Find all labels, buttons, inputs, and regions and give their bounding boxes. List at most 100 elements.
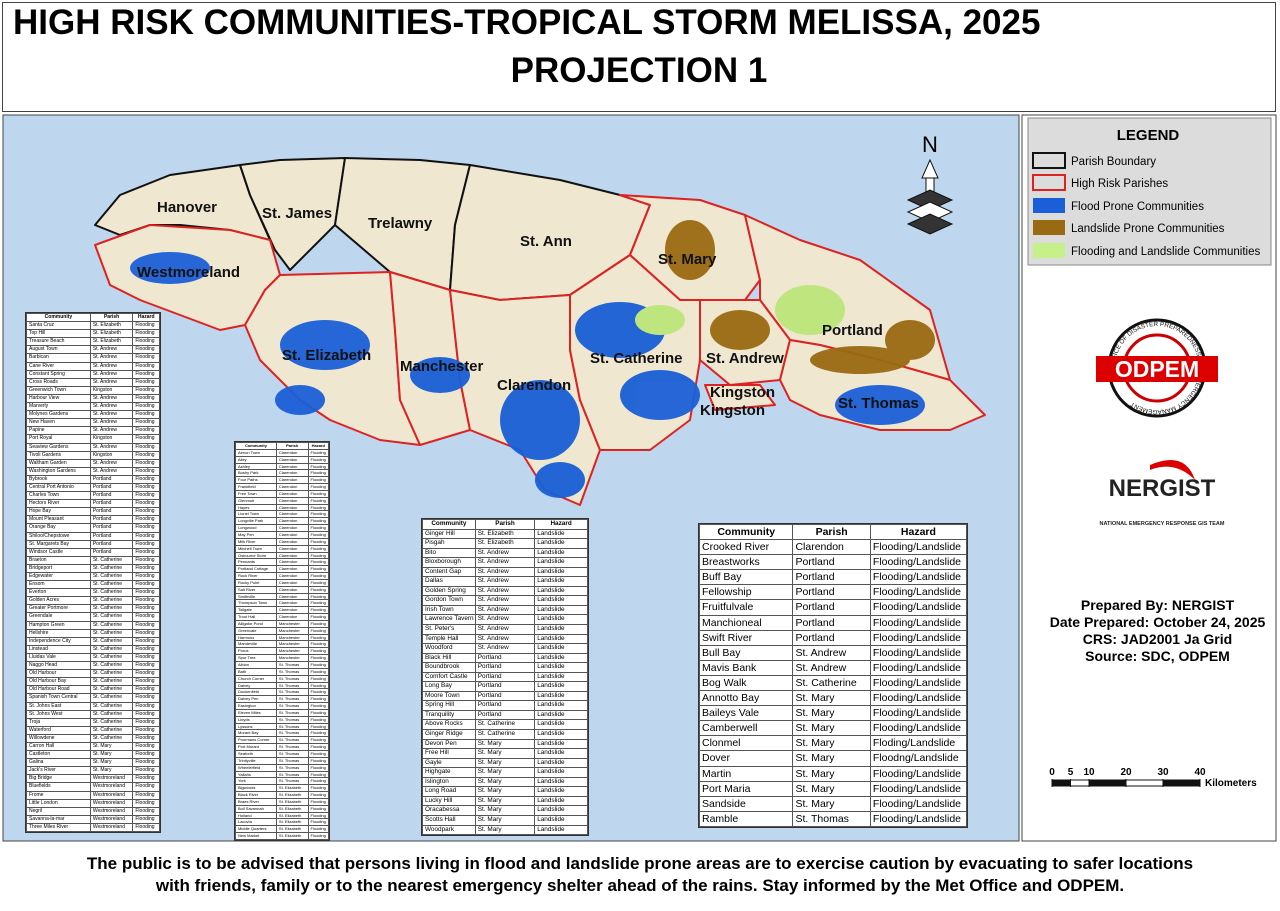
cell: Clarendon (275, 592, 309, 601)
cell: St. Elizabeth (275, 797, 309, 806)
cell: Flooding (307, 825, 330, 834)
row: Aenon Town Clarendon Flooding (235, 448, 330, 457)
row: Black River St. Elizabeth Flooding (235, 791, 330, 799)
cell: Spring Hill (422, 700, 476, 711)
row: Martin St. Mary Flooding/Landslide (698, 765, 968, 782)
cell: St. Andrew (89, 393, 134, 404)
cell: St. Catherine (89, 693, 134, 703)
cell: Flooding (307, 797, 330, 806)
header-row: Community Parish Hazard (422, 519, 588, 530)
cell: Oracabessa (422, 805, 476, 816)
cell: Greater Portmore (26, 604, 91, 614)
cell: St. Thomas (275, 661, 309, 669)
cell: Milk River (235, 537, 277, 546)
cell: Wheelerfield (235, 763, 277, 772)
cell: Flooding (307, 483, 330, 491)
table: Community Parish Hazard Crooked River Claren… (698, 523, 968, 827)
cell: Gayle (422, 757, 476, 769)
cell: Flooding (307, 496, 330, 505)
legend-title: LEGEND (1117, 127, 1180, 144)
community-table: Community Parish Hazard Crooked River Claren… (698, 523, 968, 828)
row: Mandeville Manchester Flooding (235, 640, 330, 649)
row: Mitchell Town Clarendon Flooding (235, 544, 330, 553)
cell: Portland (792, 629, 871, 646)
cell: Trout Hall (235, 613, 277, 621)
cell: St. Thomas (792, 810, 871, 827)
cell: Irish Town (422, 604, 476, 616)
prepared-by: Prepared By: NERGIST (1080, 597, 1235, 613)
cell: St. Andrew (89, 426, 134, 436)
cell: Portland (474, 700, 536, 711)
row: Eleven Miles St. Thomas Flooding (235, 708, 330, 717)
cell: Portland (474, 709, 536, 721)
cell: St. Mary (89, 741, 134, 752)
odpem-logo: OFFICE OF DISASTER PREPAREDNESS AND EMER… (1096, 318, 1218, 418)
cell: St. Thomas (275, 708, 309, 717)
row: Free Hill St. Mary Landslide (422, 748, 588, 759)
row: August Town St. Andrew Flooding (26, 345, 160, 355)
row: Islington St. Mary Landslide (422, 776, 588, 788)
row: Ramble St. Thomas Flooding/Landslide (698, 810, 968, 827)
cell: St. Catherine (474, 729, 536, 740)
cell: Floodng/Landslide (869, 750, 968, 767)
row: Woodford St. Andrew Landslide (422, 643, 588, 654)
cell: Linstead (26, 644, 91, 654)
community-table: Community Parish Hazard Aenon Town Clarendon… (234, 441, 330, 841)
cell: Flooding/Landslide (869, 705, 968, 722)
row: Black Hill Portland Landslide (422, 652, 588, 664)
cell: Flooding (132, 620, 160, 630)
community-table: Community Parish Hazard Santa Cruz St. Eliza… (25, 312, 161, 833)
cell: St. Elizabeth (89, 321, 134, 331)
cell: Clarendon (275, 572, 309, 580)
header-cell: Hazard (307, 442, 330, 450)
row: Baileys Vale St. Mary Flooding/Landslide (698, 705, 968, 722)
cell: Flooding/Landslide (869, 780, 968, 797)
cell: Clarendon (275, 613, 309, 621)
row: Fellowship Portland Flooding/Landslide (698, 584, 968, 601)
cell: Landslide (534, 662, 588, 673)
cell: St. Mary (792, 705, 871, 722)
cell: St. Thomas (275, 729, 309, 738)
cell: Swift River (698, 629, 794, 646)
cell: Flooding (132, 539, 160, 549)
cell: Clarendon (792, 539, 871, 556)
cell: Landslide (534, 595, 588, 606)
cell: Fruitfulvale (698, 599, 794, 616)
cell: Flooding (132, 393, 160, 404)
row: Greater Portmore St. Catherine Flooding (26, 604, 160, 614)
cell: Landslide (534, 786, 588, 797)
legend-swatch (1033, 220, 1065, 235)
legend-label: High Risk Parishes (1071, 178, 1168, 190)
cell: Portland (89, 507, 134, 517)
cell: Tranquility (422, 709, 476, 721)
cell: Clarendon (275, 551, 309, 560)
cell: Flooding (132, 482, 160, 493)
cell: York (235, 777, 277, 786)
row: Trinityville St. Thomas Flooding (235, 756, 330, 765)
row: Clonmel St. Mary Floding/Landslide (698, 735, 968, 752)
header-cell: Hazard (869, 523, 968, 541)
cell: Flooding (132, 337, 160, 347)
cell: St. Catherine (89, 669, 134, 679)
cell: Flooding (307, 633, 330, 642)
cell: Clarendon (275, 530, 309, 539)
cell: Flooding (307, 448, 330, 457)
row: Gayle St. Mary Landslide (422, 757, 588, 769)
row: Morant Bay St. Thomas Flooding (235, 729, 330, 738)
cell: St. Thomas (275, 674, 309, 683)
cell: Washington Gardens (26, 466, 91, 476)
cell: Galina (26, 758, 91, 768)
cell: New Market (235, 832, 277, 840)
mixed-area (635, 305, 685, 335)
cell: Castleton (26, 750, 91, 760)
cell: Westmoreland (89, 798, 134, 808)
row: Osbourne Store Clarendon Flooding (235, 551, 330, 560)
cell: Landslide (534, 700, 588, 711)
row: Port Maria St. Mary Flooding/Landslide (698, 780, 968, 797)
cell: Flooding (307, 695, 330, 704)
cell: St. Elizabeth (275, 791, 309, 799)
cell: Flooding (132, 588, 160, 598)
cell: May Pen (235, 530, 277, 539)
row: Pisgah St. Elizabeth Landslide (422, 538, 588, 549)
